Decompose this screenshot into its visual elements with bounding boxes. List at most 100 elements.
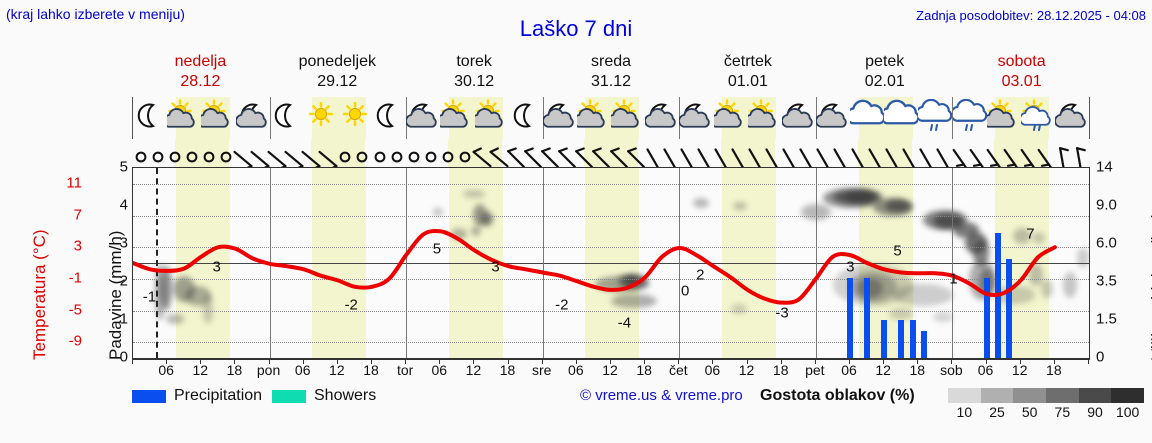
x-tick-mark: [1019, 359, 1021, 364]
wind-barb: [621, 141, 651, 168]
x-axis-tick-marks: [132, 359, 1090, 365]
precipitation-bar: [881, 320, 888, 358]
wind-barb: [126, 141, 156, 167]
horizontal-gridline: [133, 183, 1089, 185]
moon-cloud-icon: [780, 99, 813, 133]
temperature-point-label: 5: [432, 240, 442, 258]
x-tick-mark: [917, 359, 919, 364]
cloud-density-ramp-label: 10: [956, 404, 973, 420]
temperature-point-label: 5: [893, 242, 902, 260]
day-date: 31.12: [590, 73, 632, 90]
wind-barb: [347, 141, 377, 167]
moon-cloud-icon: [234, 99, 267, 133]
wind-barb: [1064, 141, 1094, 171]
temperature-tick: 11: [66, 174, 82, 192]
cloud-density-blob: [173, 276, 195, 302]
cloud-density-ramp-label: 75: [1054, 404, 1071, 420]
temperature-point-label: 2: [696, 266, 705, 284]
temperature-point-label: 3: [846, 258, 855, 276]
wind-barb: [1047, 141, 1077, 171]
x-tick-label: 18: [226, 362, 243, 378]
wind-barb: [330, 141, 360, 167]
x-tick-mark: [1088, 359, 1089, 364]
wind-barb: [416, 141, 446, 167]
x-tick-label: 12: [329, 362, 345, 378]
temperature-point-label: -3: [775, 304, 789, 322]
day-separator: [269, 97, 271, 139]
location-menu-note: (kraj lahko izberete v meniju): [6, 6, 185, 22]
day-name: torek: [456, 53, 492, 70]
copyright-link[interactable]: © vreme.us & vreme.pro: [580, 387, 743, 404]
day-date: 30.12: [454, 73, 495, 90]
wind-barb: [518, 141, 548, 168]
temperature-point-label: 0: [680, 282, 690, 300]
cloud-density-blob: [203, 294, 213, 324]
cloud-density-blob: [693, 198, 709, 208]
wind-barb: [365, 141, 395, 167]
cloud-height-tick: 3.5: [1096, 272, 1117, 290]
cloud-density-blob: [1063, 272, 1077, 298]
weather-icon-band: [132, 97, 1090, 139]
chart-legend: Precipitation Showers © vreme.us & vreme…: [0, 386, 1152, 420]
x-tick-mark: [678, 359, 680, 364]
day-name: sreda: [590, 53, 632, 70]
cloud-density-blob: [185, 286, 211, 306]
temperature-axis-title: Temperatura (°C): [2, 168, 49, 360]
horizontal-gridline: [133, 247, 1089, 249]
cloud-density-blob: [611, 294, 657, 308]
cloud-density-blob: [166, 314, 184, 324]
cloud-density-ramp-label: 50: [1021, 404, 1038, 420]
sun-cloud-rain-icon: [1018, 99, 1051, 133]
x-tick-label: čet: [668, 362, 688, 378]
cloud-height-tick-labels: 14 9.0 6.0 3.5 1.5 0: [1094, 159, 1136, 366]
cloud-density-blob: [1013, 228, 1031, 244]
cloud-density-blob: [1033, 232, 1045, 244]
moon-icon: [509, 99, 539, 133]
sun-icon: [304, 99, 334, 133]
x-tick-label: 18: [909, 362, 926, 378]
x-tick-mark: [985, 359, 987, 364]
day-date: 02.01: [864, 73, 905, 90]
precipitation-tick: 1: [119, 310, 128, 328]
x-tick-label: 06: [977, 362, 994, 378]
cloud-density-blob: [885, 200, 911, 212]
precipitation-tick: 5: [119, 158, 128, 176]
cloud-density-blob: [849, 272, 897, 302]
day-gridline: [542, 168, 544, 358]
showers-legend-swatch: [272, 390, 306, 403]
x-tick-mark: [610, 359, 611, 364]
x-tick-mark: [439, 359, 441, 364]
cloud-density-blob: [463, 190, 485, 198]
sun-cloud-icon: [163, 99, 197, 133]
cloud-density-blob: [433, 208, 443, 216]
sun-cloud-icon: [436, 99, 470, 133]
x-tick-mark: [780, 359, 782, 364]
day-header-torek: torek 30.12: [406, 52, 543, 94]
x-tick-label: 06: [704, 362, 721, 378]
x-tick-mark: [951, 359, 953, 364]
x-tick-mark: [473, 359, 475, 364]
wind-barb: [450, 141, 480, 167]
wind-barb: [382, 141, 412, 167]
cloud-height-tick: 0: [1096, 348, 1105, 366]
day-date: 01.01: [727, 73, 768, 90]
x-tick-mark: [507, 359, 509, 364]
page-title: Laško 7 dni: [519, 16, 633, 41]
moon-cloud-icon: [815, 99, 847, 133]
moon-cloud-icon: [678, 99, 710, 133]
horizontal-gridline: [133, 342, 1089, 344]
cloud-density-blob: [1041, 280, 1053, 298]
x-tick-label: 18: [1046, 362, 1062, 378]
day-date: 29.12: [317, 73, 358, 90]
cloud-density-ramp-step: [980, 388, 1014, 403]
temperature-point-label: -4: [617, 314, 632, 332]
cloud-density-blob: [933, 312, 953, 322]
precipitation-tick: 3: [119, 234, 128, 252]
x-tick-label: 18: [636, 362, 652, 378]
cloud-density-blob: [973, 240, 989, 266]
day-name: sobota: [997, 53, 1046, 70]
daylight-band: [994, 139, 1049, 167]
x-tick-mark: [575, 359, 577, 364]
cloud-density-ramp-step: [1013, 388, 1047, 403]
precipitation-bar: [1006, 259, 1013, 358]
